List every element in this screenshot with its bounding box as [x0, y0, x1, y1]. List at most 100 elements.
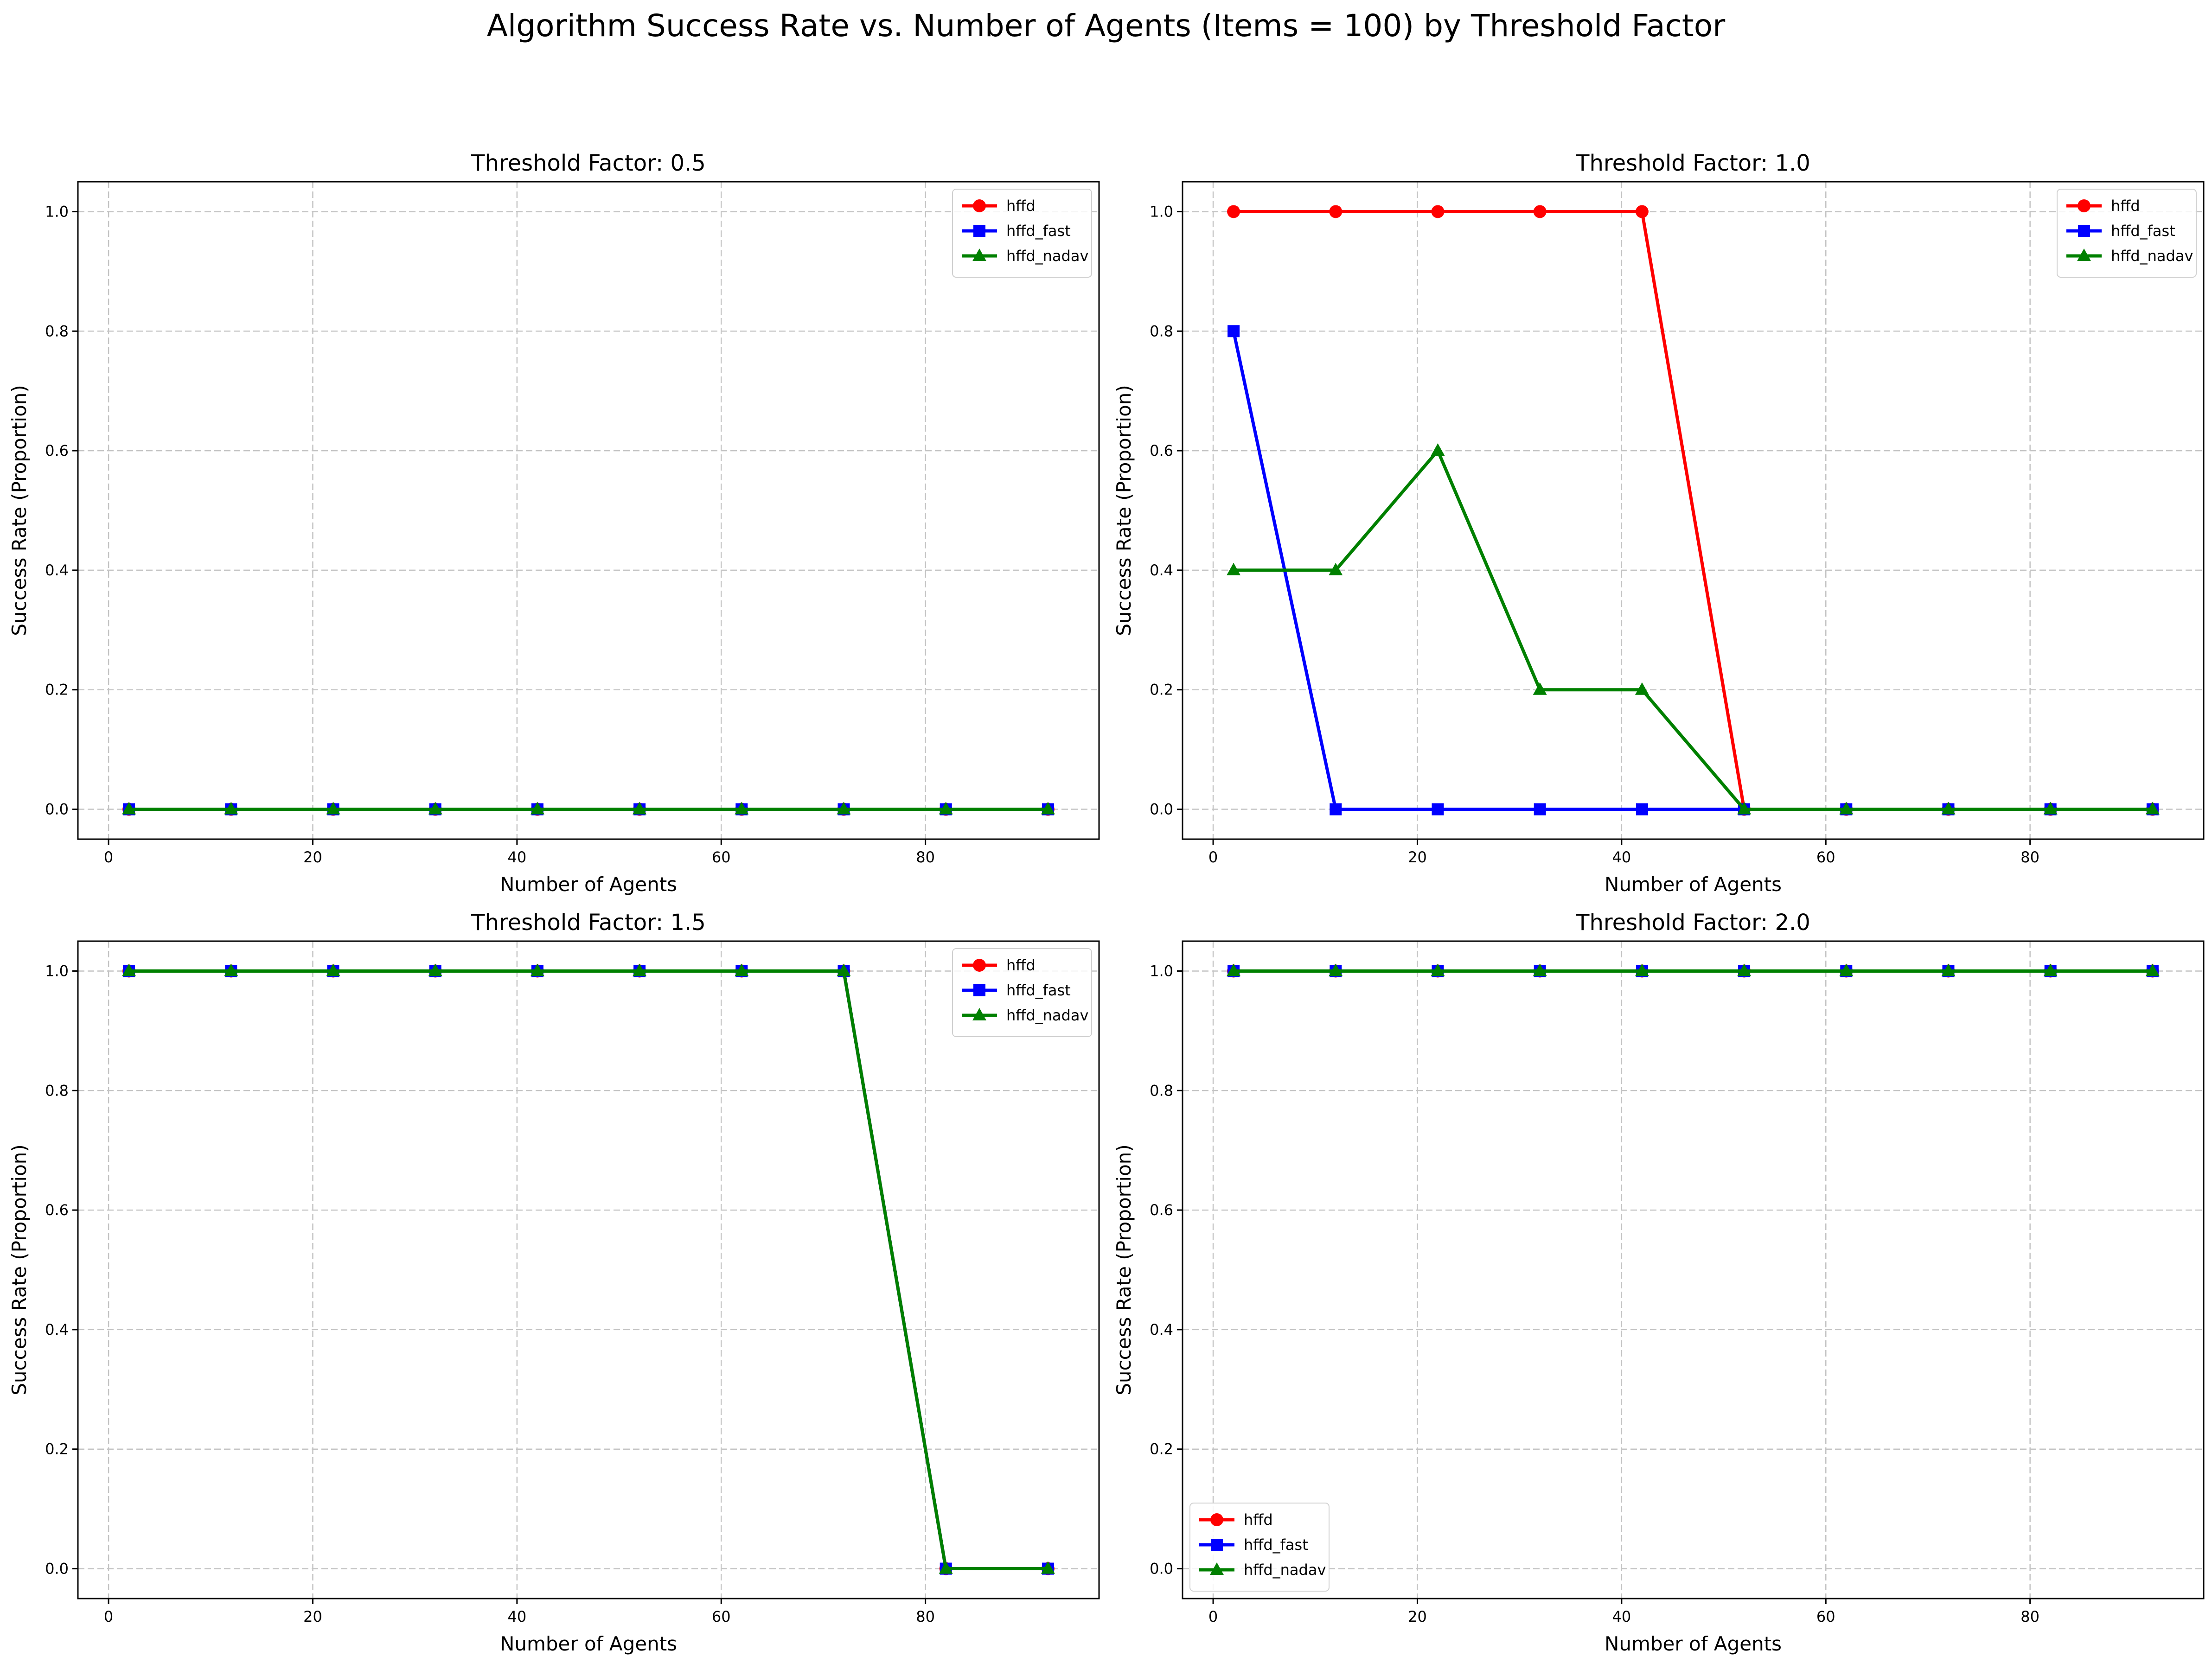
data-point-hffd_nadav [1329, 562, 1343, 575]
x-axis-label: Number of Agents [1605, 873, 1782, 896]
plot-frame [77, 181, 1100, 840]
legend-label-hffd_fast: hffd_fast [2111, 222, 2175, 240]
data-point-hffd_nadav [530, 802, 544, 815]
x-tick-label: 20 [303, 1608, 322, 1625]
y-tick-label: 0.6 [1150, 1201, 1173, 1219]
x-tick-label: 0 [104, 848, 113, 866]
panel-title: Threshold Factor: 0.5 [471, 150, 706, 176]
chart-panel-3: 0 20 40 60 80 0.0 0.2 0.4 0.6 0.8 1.0 Threshold Fac… [8, 910, 1100, 1655]
chart-panels: 0 20 40 60 80 0.0 0.2 0.4 0.6 0.8 1.0 Threshold Fac… [8, 150, 2205, 1655]
data-point-hffd_nadav [1533, 682, 1547, 695]
x-axis-label: Number of Agents [500, 1632, 677, 1655]
legend-label-hffd_nadav: hffd_nadav [1244, 1561, 1326, 1579]
x-tick-label: 80 [2020, 1608, 2039, 1625]
data-point-hffd_nadav [939, 802, 953, 815]
y-tick-label: 0.8 [45, 1082, 69, 1099]
data-point-hffd_nadav [1941, 963, 1956, 976]
data-point-hffd_nadav [735, 963, 749, 976]
x-axis-label: Number of Agents [500, 873, 677, 896]
y-axis-label: Success Rate (Proportion) [1112, 385, 1135, 636]
legend-marker-hffd_nadav [972, 248, 986, 261]
x-tick-label: 80 [916, 1608, 935, 1625]
y-tick-label: 0.0 [45, 801, 69, 818]
y-axis-label: Success Rate (Proportion) [8, 385, 31, 636]
y-tick-label: 0.2 [1150, 1440, 1173, 1458]
legend-marker-hffd_fast [973, 984, 985, 996]
data-point-hffd_nadav [1431, 443, 1445, 456]
data-point-hffd_nadav [326, 963, 340, 976]
y-tick-label: 0.4 [1150, 561, 1173, 579]
y-tick-label: 0.4 [1150, 1321, 1173, 1338]
x-tick-label: 40 [508, 1608, 527, 1625]
y-tick-label: 0.0 [1150, 1560, 1173, 1578]
data-point-hffd_nadav [1227, 562, 1241, 575]
data-point-hffd_fast [1534, 803, 1546, 816]
x-tick-label: 20 [1408, 848, 1427, 866]
data-point-hffd_nadav [224, 802, 238, 815]
data-point-hffd_nadav [1737, 802, 1752, 815]
chart-panel-4: 0 20 40 60 80 0.0 0.2 0.4 0.6 0.8 1.0 Threshold Fac… [1112, 910, 2205, 1655]
data-point-hffd_nadav [428, 802, 442, 815]
data-point-hffd_nadav [1041, 802, 1055, 815]
data-point-hffd_nadav [939, 1561, 953, 1574]
legend-label-hffd: hffd [2111, 197, 2140, 215]
y-tick-label: 0.6 [45, 1201, 69, 1219]
data-point-hffd_nadav [2043, 963, 2058, 976]
legend-label-hffd_nadav: hffd_nadav [1006, 1007, 1088, 1024]
data-point-hffd_nadav [224, 963, 238, 976]
y-axis-label: Success Rate (Proportion) [1112, 1144, 1135, 1395]
legend-marker-hffd_nadav [972, 1008, 986, 1020]
legend-marker-hffd_fast [2078, 225, 2090, 237]
legend-label-hffd: hffd [1006, 956, 1036, 974]
data-point-hffd_nadav [1431, 963, 1445, 976]
x-tick-label: 60 [1816, 848, 1835, 866]
data-point-hffd_nadav [1737, 963, 1752, 976]
x-tick-label: 60 [1816, 1608, 1835, 1625]
data-point-hffd_nadav [1839, 802, 1854, 815]
y-tick-label: 0.0 [1150, 801, 1173, 818]
y-tick-label: 0.6 [1150, 442, 1173, 459]
series-line-hffd_nadav [129, 969, 1048, 1571]
legend-marker-hffd_fast [1211, 1539, 1223, 1551]
data-point-hffd_nadav [1635, 682, 1649, 695]
data-point-hffd_nadav [837, 802, 851, 815]
data-point-hffd_nadav [122, 802, 136, 815]
data-point-hffd_nadav [428, 963, 442, 976]
data-point-hffd_nadav [2043, 802, 2058, 815]
x-tick-label: 0 [104, 1608, 113, 1625]
y-tick-label: 1.0 [45, 962, 69, 980]
plot-frame [77, 940, 1100, 1599]
y-tick-label: 0.6 [45, 442, 69, 459]
chart-panel-1: 0 20 40 60 80 0.0 0.2 0.4 0.6 0.8 1.0 Threshold Fac… [8, 150, 1100, 896]
x-tick-label: 80 [916, 848, 935, 866]
x-tick-label: 60 [712, 848, 731, 866]
data-point-hffd_nadav [326, 802, 340, 815]
y-tick-label: 0.2 [45, 1440, 69, 1458]
legend-marker-hffd [973, 959, 986, 972]
data-point-hffd_nadav [530, 963, 544, 976]
data-point-hffd_nadav [1041, 1561, 1055, 1574]
data-point-hffd_nadav [1635, 963, 1649, 976]
series-line-hffd_nadav [1234, 449, 2153, 811]
data-point-hffd_nadav [837, 963, 851, 976]
data-point-hffd_nadav [633, 802, 647, 815]
data-point-hffd [1329, 205, 1343, 218]
y-tick-label: 0.8 [45, 322, 69, 340]
data-point-hffd_nadav [1227, 963, 1241, 976]
x-tick-label: 40 [508, 848, 527, 866]
data-point-hffd [1227, 205, 1240, 218]
legend: hffd hffd_fast hffd_nadav [952, 948, 1092, 1037]
data-point-hffd [1431, 205, 1445, 218]
plot-frame [1182, 940, 2205, 1599]
x-axis-label: Number of Agents [1605, 1632, 1782, 1655]
legend-label-hffd_fast: hffd_fast [1006, 222, 1071, 240]
legend-label-hffd: hffd [1244, 1511, 1273, 1529]
legend-label-hffd_fast: hffd_fast [1006, 981, 1071, 999]
x-tick-label: 0 [1208, 1608, 1218, 1625]
x-tick-label: 20 [1408, 1608, 1427, 1625]
x-tick-label: 40 [1612, 1608, 1631, 1625]
y-tick-label: 0.4 [45, 561, 69, 579]
data-point-hffd_nadav [2145, 802, 2160, 815]
